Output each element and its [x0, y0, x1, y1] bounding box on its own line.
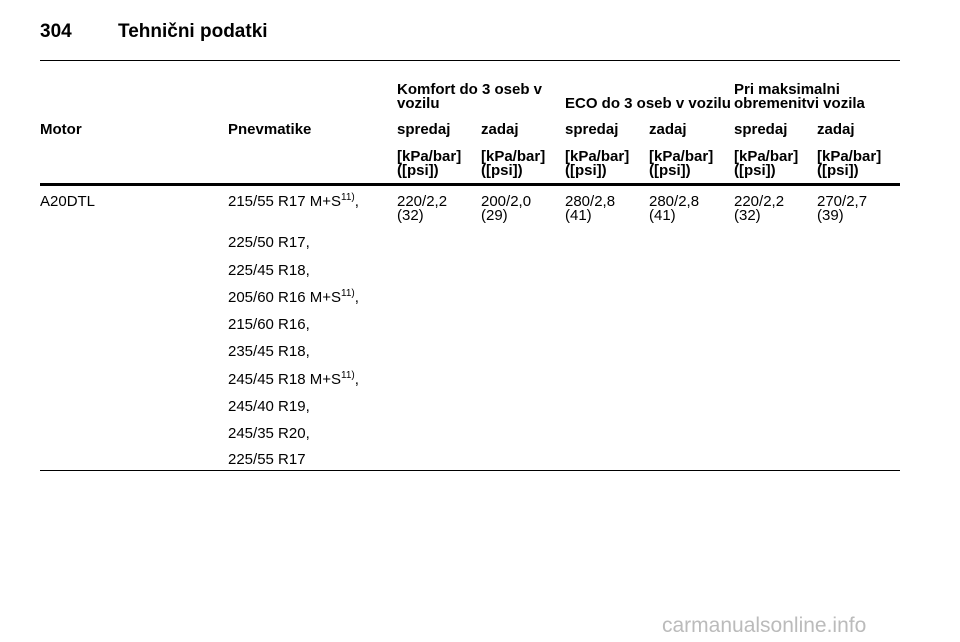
motor: A20DTL	[40, 193, 96, 210]
tire: 235/45 R18,	[228, 343, 310, 360]
pressure: (29)	[481, 207, 508, 224]
tire: 215/55 R17 M+S11),	[228, 192, 359, 210]
watermark: carmanualsonline.info	[662, 614, 867, 637]
unit: [kPa/bar]	[397, 148, 462, 165]
column-header: spredaj	[565, 121, 619, 138]
pressure: 280/2,8	[649, 193, 700, 210]
rule	[40, 470, 900, 471]
footnote: 11)	[341, 370, 355, 381]
rule	[40, 60, 900, 61]
group-header: Komfort do 3 oseb v	[397, 81, 543, 98]
column-header: Pnevmatike	[228, 121, 312, 138]
tire-label: 225/50 R17,	[228, 234, 310, 251]
pressure: (41)	[649, 207, 676, 224]
tire-label: 245/35 R20,	[228, 425, 310, 442]
pressure: 200/2,0	[481, 193, 532, 210]
tire: 225/45 R18,	[228, 262, 310, 279]
column-header: Motor	[40, 121, 82, 138]
column-header: spredaj	[734, 121, 788, 138]
group-header: vozilu	[397, 95, 440, 112]
punct: ,	[354, 289, 359, 306]
tire-label: 245/40 R19,	[228, 398, 310, 415]
pressure: 220/2,2	[734, 193, 785, 210]
page-title: Tehnični podatki	[118, 21, 268, 42]
tire-label: 245/45 R18 M+S	[228, 371, 341, 388]
unit: [kPa/bar]	[817, 148, 882, 165]
tire: 225/55 R17	[228, 451, 306, 468]
pressure: 270/2,7	[817, 193, 868, 210]
column-header: spredaj	[397, 121, 451, 138]
tire: 245/35 R20,	[228, 425, 310, 442]
unit: ([psi])	[734, 162, 776, 179]
pressure: 280/2,8	[565, 193, 616, 210]
rule	[40, 183, 900, 186]
tire-label: 205/60 R16 M+S	[228, 289, 341, 306]
column-header: zadaj	[649, 121, 687, 138]
unit: [kPa/bar]	[649, 148, 714, 165]
unit: [kPa/bar]	[565, 148, 630, 165]
group-header: Pri maksimalni	[734, 81, 840, 98]
page-number: 304	[40, 21, 72, 42]
unit: ([psi])	[649, 162, 691, 179]
group-header: obremenitvi vozila	[734, 95, 865, 112]
pressure: (39)	[817, 207, 844, 224]
punct: ,	[354, 193, 359, 210]
tire: 245/40 R19,	[228, 398, 310, 415]
tire-label: 215/55 R17 M+S	[228, 193, 341, 210]
punct: ,	[354, 371, 359, 388]
tire: 215/60 R16,	[228, 316, 310, 333]
unit: ([psi])	[565, 162, 607, 179]
column-header: zadaj	[481, 121, 519, 138]
tire-label: 225/55 R17	[228, 451, 306, 468]
unit: ([psi])	[817, 162, 859, 179]
tire-label: 215/60 R16,	[228, 316, 310, 333]
tire-label: 225/45 R18,	[228, 262, 310, 279]
unit: [kPa/bar]	[734, 148, 799, 165]
pressure: (32)	[397, 207, 424, 224]
footnote: 11)	[341, 192, 355, 203]
tire: 205/60 R16 M+S11),	[228, 288, 359, 306]
tire: 225/50 R17,	[228, 234, 310, 251]
tire: 245/45 R18 M+S11),	[228, 370, 359, 388]
column-header: zadaj	[817, 121, 855, 138]
pressure: (41)	[565, 207, 592, 224]
unit: [kPa/bar]	[481, 148, 546, 165]
unit: ([psi])	[397, 162, 439, 179]
footnote: 11)	[341, 288, 355, 299]
pressure: (32)	[734, 207, 761, 224]
unit: ([psi])	[481, 162, 523, 179]
group-header: ECO do 3 oseb v vozilu	[565, 95, 731, 112]
tire-label: 235/45 R18,	[228, 343, 310, 360]
pressure: 220/2,2	[397, 193, 448, 210]
